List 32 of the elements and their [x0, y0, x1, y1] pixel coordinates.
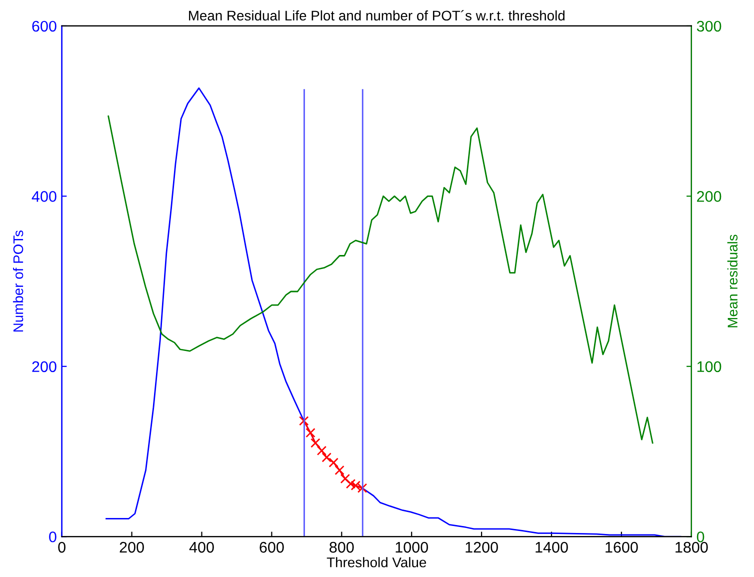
y2-tick-label: 0	[696, 531, 704, 542]
y2-tick-label: 300	[696, 20, 722, 32]
point	[346, 478, 356, 489]
point	[328, 458, 338, 468]
x-tick-label: 1400	[536, 542, 568, 553]
x-tick-label: 1200	[466, 542, 498, 553]
x-tick-label: 200	[120, 542, 144, 553]
x-tick-label: 0	[58, 542, 66, 553]
point	[322, 452, 332, 462]
y-tick-label: 0	[49, 531, 56, 542]
x-axis-title: Threshold Value	[326, 557, 426, 568]
chart-title: Mean Residual Life Plot and number of POT´s w.r.t. threshold	[189, 10, 564, 21]
y2-tick-label: 200	[697, 191, 722, 202]
x-tick-label: 1600	[606, 542, 638, 553]
line-series	[108, 115, 654, 444]
x-tick-label: 1000	[396, 542, 428, 553]
point	[310, 438, 320, 448]
y-tick-label: 600	[32, 20, 56, 32]
x-tick-label: 1800	[676, 542, 708, 553]
point	[299, 416, 309, 426]
y-tick-label: 400	[32, 191, 56, 202]
x-tick-label: 400	[189, 542, 214, 553]
x-tick-label: 600	[260, 542, 284, 553]
point	[340, 474, 350, 484]
point	[306, 428, 316, 438]
y2-axis-title: Mean residuals	[727, 234, 738, 328]
y-tick-label: 200	[32, 361, 56, 372]
y-axis-title: Number of POTs	[12, 230, 24, 332]
point	[334, 465, 344, 476]
point	[316, 446, 327, 456]
x-tick-label: 800	[330, 542, 354, 553]
y2-tick-label: 100	[697, 361, 722, 372]
